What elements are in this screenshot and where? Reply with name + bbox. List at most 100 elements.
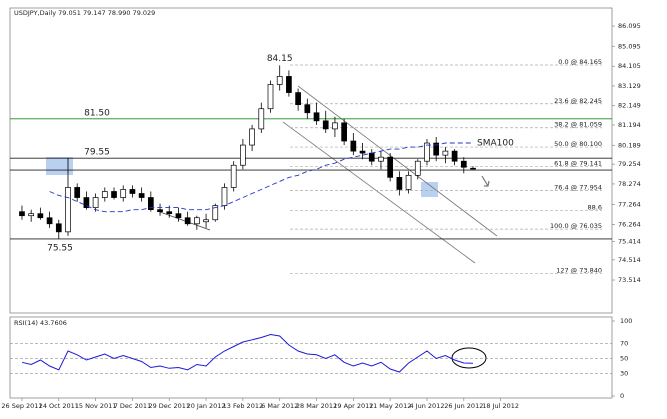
y-tick-label: 83.129 <box>618 82 641 90</box>
x-tick-label: 15 Nov 2011 <box>75 402 117 410</box>
y-tick-label: 78.274 <box>618 180 641 188</box>
candle-body <box>350 140 357 152</box>
y-tick-label: 75.414 <box>618 238 641 246</box>
fib-label: 76.4 @ 77.954 <box>554 183 602 191</box>
rsi-tick-label: 70 <box>620 340 628 348</box>
candle-body <box>378 156 384 162</box>
level-label: 75.55 <box>47 243 73 253</box>
candle-body <box>83 197 90 208</box>
x-tick-label: 26 Jun 2012 <box>444 402 483 410</box>
candle-body <box>322 120 329 130</box>
y-tick-label: 82.149 <box>618 102 641 110</box>
fib-label: 61.8 @ 79.141 <box>554 159 602 167</box>
sma-line <box>49 142 473 213</box>
fib-label: 0.0 @ 84.165 <box>558 58 602 66</box>
candle-body <box>396 177 403 190</box>
highlight-ellipse <box>451 347 487 369</box>
candle-body <box>28 213 35 217</box>
candle-body <box>424 142 430 162</box>
x-tick-label: 24 Oct 2011 <box>39 402 79 410</box>
x-tick-label: 6 Mar 2012 <box>261 402 298 410</box>
candle-body <box>19 211 25 217</box>
peak-label: 84.15 <box>267 54 293 64</box>
x-tick-label: 11 May 2012 <box>369 402 411 410</box>
y-tick-label: 79.254 <box>618 160 641 168</box>
candle-body <box>120 189 127 198</box>
candle-body <box>240 144 246 166</box>
candle-body <box>147 197 154 211</box>
candle-body <box>267 84 274 110</box>
candle-body <box>37 213 44 219</box>
y-tick-label: 81.194 <box>618 121 641 129</box>
candle-body <box>460 160 467 168</box>
rsi-tick-label: 30 <box>620 370 628 378</box>
candle-body <box>55 223 62 233</box>
candle-body <box>442 150 449 156</box>
candle-body <box>276 76 283 85</box>
rsi-title: RSI(14) 43.7606 <box>14 319 67 327</box>
channel-line <box>282 121 476 264</box>
x-tick-label: 20 Jan 2012 <box>187 402 226 410</box>
candle-body <box>387 156 394 178</box>
y-tick-label: 80.189 <box>618 141 641 149</box>
candle-body <box>92 197 99 208</box>
candle-body <box>46 217 53 225</box>
channel-line <box>297 85 498 237</box>
y-tick-label: 85.095 <box>618 42 641 50</box>
candle-body <box>230 164 237 188</box>
candle-body <box>249 128 255 146</box>
rsi-panel <box>9 316 613 399</box>
fib-label: 127 @ 73.840 <box>556 266 602 274</box>
y-tick-label: 74.514 <box>618 256 641 264</box>
candle-body <box>74 187 81 198</box>
fib-label: 23.6 @ 82.245 <box>554 97 602 105</box>
x-tick-label: 13 Feb 2012 <box>223 402 263 410</box>
arrow <box>481 175 490 187</box>
highlight-box <box>421 182 438 197</box>
candle-body <box>212 205 219 221</box>
level-label: 81.50 <box>84 108 110 118</box>
candle-body <box>157 209 163 213</box>
rsi-tick-label: 100 <box>620 317 632 325</box>
level-label: 79.55 <box>84 148 110 158</box>
main-panel <box>9 7 613 314</box>
y-tick-label: 77.264 <box>618 200 641 208</box>
fib-label: 100.0 @ 76.035 <box>550 222 602 230</box>
x-tick-label: 19 Apr 2012 <box>333 402 373 410</box>
candle-body <box>184 217 191 225</box>
candle-body <box>304 104 311 114</box>
y-tick-label: 73.514 <box>618 276 641 284</box>
candle-body <box>166 211 173 215</box>
candle-body <box>470 167 476 170</box>
rsi-tick-label: 0 <box>620 392 624 400</box>
highlight-box <box>46 157 73 175</box>
candle-body <box>332 122 338 130</box>
x-tick-label: 18 Jul 2012 <box>482 402 519 410</box>
fib-label: 50.0 @ 80.100 <box>554 140 602 148</box>
y-tick-label: 84.105 <box>618 62 641 70</box>
x-tick-label: 29 Dec 2011 <box>148 402 190 410</box>
y-tick-label: 86.095 <box>618 22 641 30</box>
x-tick-label: 4 Jun 2012 <box>409 402 444 410</box>
candle-body <box>405 174 412 190</box>
candle-body <box>203 219 209 223</box>
candle-body <box>313 112 320 122</box>
chart-title: USDJPY,Daily 79.051 79.147 78.990 79.029 <box>14 9 155 17</box>
candle-body <box>433 142 440 156</box>
candle-body <box>368 152 375 162</box>
candle-body <box>194 217 200 225</box>
candle-body <box>451 150 458 162</box>
candle-body <box>359 150 366 154</box>
rsi-tick-label: 50 <box>620 355 628 363</box>
candle-body <box>175 213 182 219</box>
candle-body <box>129 189 136 194</box>
candle-body <box>101 191 108 198</box>
x-tick-label: 28 Mar 2012 <box>296 402 337 410</box>
x-tick-label: 26 Sep 2011 <box>1 402 42 410</box>
candle-body <box>295 92 301 106</box>
candle-body <box>138 193 145 198</box>
candle-body <box>111 191 117 198</box>
y-tick-label: 76.264 <box>618 221 641 229</box>
candle-body <box>65 187 71 233</box>
